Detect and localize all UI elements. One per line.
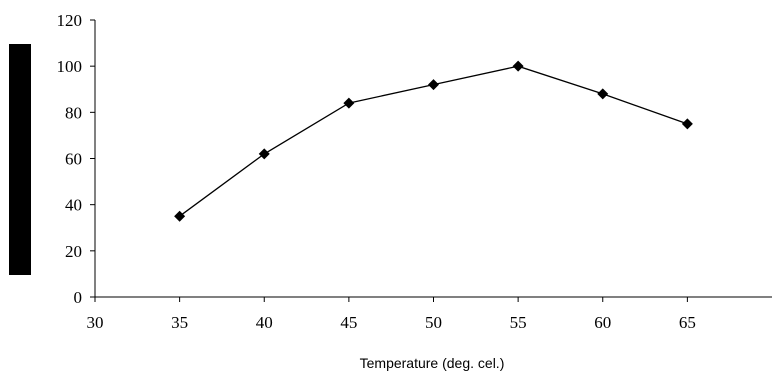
x-tick-label: 65	[679, 313, 696, 332]
data-point-marker	[682, 118, 693, 129]
data-point-marker	[259, 148, 270, 159]
x-tick-label: 30	[87, 313, 104, 332]
series-layer	[174, 61, 693, 222]
y-tick-label: 100	[57, 57, 83, 76]
data-point-marker	[343, 98, 354, 109]
y-tick-label: 120	[57, 11, 83, 30]
x-tick-label: 40	[256, 313, 273, 332]
y-tick-label: 60	[65, 150, 82, 169]
x-tick-label: 60	[594, 313, 611, 332]
y-axis-label-occluder	[9, 44, 31, 275]
y-tick-label: 0	[74, 288, 83, 307]
data-point-marker	[597, 88, 608, 99]
data-point-marker	[513, 61, 524, 72]
x-tick-label: 55	[510, 313, 527, 332]
x-tick-label: 35	[171, 313, 188, 332]
data-point-marker	[428, 79, 439, 90]
y-tick-label: 80	[65, 103, 82, 122]
x-tick-label: 45	[340, 313, 357, 332]
data-point-marker	[174, 211, 185, 222]
y-tick-label: 40	[65, 196, 82, 215]
x-axis-title: Temperature (deg. cel.)	[360, 355, 505, 371]
axes: 0 20 40 60 80 100 120 30 35 40 45 50 55 60 65	[57, 11, 773, 332]
x-tick-label: 50	[425, 313, 442, 332]
y-tick-label: 20	[65, 242, 82, 261]
